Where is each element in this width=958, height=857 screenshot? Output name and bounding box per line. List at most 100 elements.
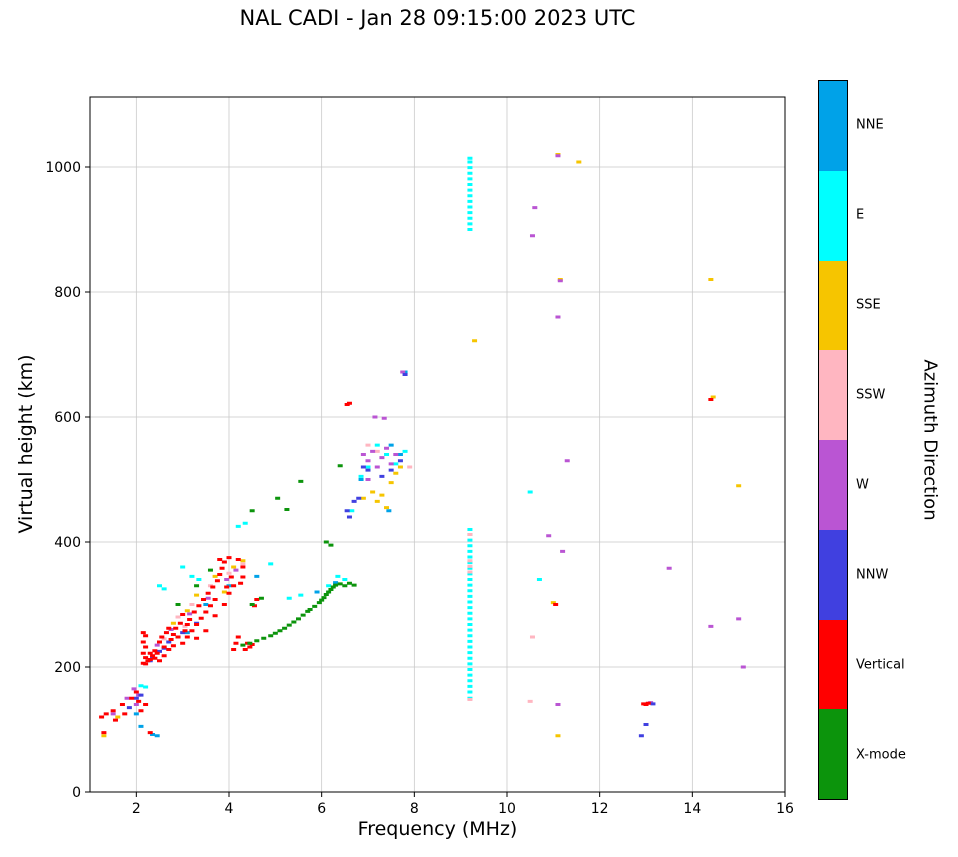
data-point-vertical [194, 636, 200, 640]
data-point-x-mode [337, 582, 343, 586]
data-point-vertical [191, 610, 197, 614]
data-point-x-mode [247, 641, 253, 645]
x-tick-label: 4 [225, 801, 234, 817]
data-point-vertical [180, 613, 186, 616]
data-point-e [467, 645, 473, 649]
data-point-w [374, 465, 380, 469]
data-point-sse [576, 160, 582, 164]
data-point-nne [150, 733, 156, 736]
data-point-ssw [161, 637, 167, 641]
data-point-vertical [110, 709, 116, 713]
data-point-e [326, 584, 332, 588]
data-point-e [467, 216, 473, 220]
data-point-vertical [140, 631, 146, 635]
data-point-e [349, 509, 355, 513]
data-point-e [196, 578, 202, 581]
data-point-sse [397, 465, 403, 469]
data-point-e [467, 606, 473, 610]
data-point-vertical [140, 651, 146, 655]
data-point-vertical [224, 585, 230, 589]
data-point-e [467, 623, 473, 626]
data-point-x-mode [277, 629, 283, 633]
plot-area: 2 4 6 8 10 12 14 16 0 200 400 600 800 1000 [45, 96, 794, 817]
data-point-x-mode [326, 590, 332, 594]
data-point-vertical [129, 696, 135, 700]
data-point-sse [384, 506, 390, 510]
scatter-plot: 2 4 6 8 10 12 14 16 0 200 400 600 800 1000 [45, 96, 794, 817]
data-point-e [467, 611, 473, 615]
data-point-vertical [136, 699, 142, 703]
data-point-vertical [240, 575, 246, 579]
colorbar-label-ssw: SSW [856, 387, 886, 403]
data-point-vertical [231, 584, 237, 588]
data-point-vertical [154, 651, 160, 655]
data-point-w [546, 534, 552, 538]
y-axis-label: Virtual height (km) [15, 354, 37, 534]
chart-title: NAL CADI - Jan 28 09:15:00 2023 UTC [239, 6, 636, 30]
data-point-nnw [180, 631, 186, 635]
data-point-vertical [163, 631, 169, 635]
data-point-sse [374, 499, 380, 503]
data-point-e [467, 566, 473, 570]
data-point-vertical [184, 635, 190, 639]
data-point-x-mode [319, 598, 325, 602]
data-point-vertical [175, 635, 181, 639]
data-point-x-mode [284, 508, 290, 511]
data-point-vertical [161, 654, 167, 658]
data-point-ssw [365, 443, 371, 447]
data-point-e [374, 443, 380, 447]
data-point-vertical [140, 640, 146, 644]
plot-border [89, 96, 786, 793]
data-point-x-mode [249, 603, 255, 606]
x-tick-label: 14 [683, 801, 701, 817]
data-point-x-mode [175, 603, 181, 606]
colorbar-segment-sse [819, 260, 847, 351]
data-point-vertical [219, 566, 225, 570]
data-point-w [740, 665, 746, 669]
data-point-w [370, 449, 376, 453]
data-point-w [372, 415, 378, 419]
data-point-x-mode [333, 583, 339, 587]
data-point-nnw [138, 693, 144, 697]
data-point-e [235, 524, 241, 528]
data-point-e [393, 462, 399, 466]
data-point-w [555, 315, 561, 319]
data-point-w [736, 617, 742, 621]
data-point-e [358, 474, 364, 478]
colorbar-segment-nne [819, 81, 847, 171]
data-point-vertical [103, 712, 109, 716]
data-point-nne [133, 712, 139, 716]
data-point-x-mode [316, 601, 322, 605]
data-point-x-mode [300, 613, 306, 617]
data-point-nnw [643, 723, 649, 726]
data-point-vertical [212, 598, 218, 601]
data-point-e [467, 183, 473, 186]
data-point-w [560, 549, 566, 553]
data-point-vertical [203, 610, 209, 614]
data-point-vertical [205, 591, 211, 595]
data-point-x-mode [207, 568, 213, 572]
data-point-e [467, 561, 473, 565]
x-axis-label: Frequency (MHz) [357, 818, 518, 840]
data-point-vertical [147, 651, 153, 655]
data-point-x-mode [268, 634, 274, 638]
data-point-vertical [238, 581, 244, 585]
data-point-vertical [159, 635, 165, 639]
data-point-e [467, 199, 473, 203]
data-point-nnw [402, 373, 408, 376]
data-point-w [360, 453, 366, 456]
data-point-w [187, 612, 193, 616]
x-tick-label: 6 [317, 801, 326, 817]
data-point-e [467, 662, 473, 666]
colorbar-label-sse: SSE [856, 297, 881, 313]
data-point-vertical [143, 662, 149, 666]
data-point-e [467, 572, 473, 576]
data-point-vertical [226, 556, 232, 560]
data-point-e [189, 574, 195, 578]
data-point-e [467, 528, 473, 531]
y-tick-label: 0 [72, 785, 81, 801]
data-point-nne [154, 734, 160, 738]
data-point-e [467, 634, 473, 638]
data-point-x-mode [323, 593, 329, 596]
